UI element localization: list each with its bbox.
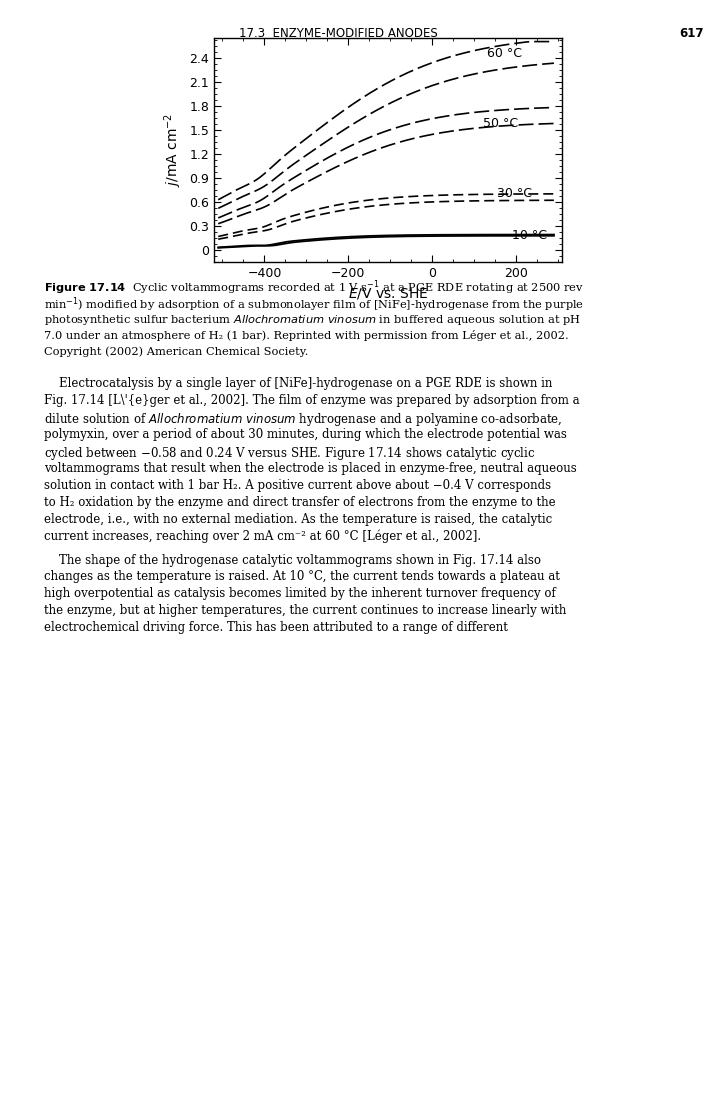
Text: The shape of the hydrogenase catalytic voltammograms shown in Fig. 17.14 also: The shape of the hydrogenase catalytic v…	[44, 553, 540, 566]
Text: voltammograms that result when the electrode is placed in enzyme-free, neutral a: voltammograms that result when the elect…	[44, 461, 576, 474]
Text: 617: 617	[679, 27, 703, 40]
Text: changes as the temperature is raised. At 10 °C, the current tends towards a plat: changes as the temperature is raised. At…	[44, 571, 559, 583]
Text: $\mathbf{Figure\ 17.14}$  Cyclic voltammograms recorded at 1 V s$^{-1}$ at a PGE: $\mathbf{Figure\ 17.14}$ Cyclic voltammo…	[44, 279, 583, 297]
Text: electrochemical driving force. This has been attributed to a range of different: electrochemical driving force. This has …	[44, 621, 507, 634]
Y-axis label: $j$/mA cm$^{-2}$: $j$/mA cm$^{-2}$	[162, 114, 183, 187]
Text: current increases, reaching over 2 mA cm⁻² at 60 °C [Léger et al., 2002].: current increases, reaching over 2 mA cm…	[44, 529, 480, 543]
Text: Electrocatalysis by a single layer of [NiFe]-hydrogenase on a PGE RDE is shown i: Electrocatalysis by a single layer of [N…	[44, 377, 552, 390]
Text: 30 °C: 30 °C	[497, 187, 532, 200]
Text: Fig. 17.14 [L\'{e}ger et al., 2002]. The film of enzyme was prepared by adsorpti: Fig. 17.14 [L\'{e}ger et al., 2002]. The…	[44, 393, 579, 407]
Text: min$^{-1}$) modified by adsorption of a submonolayer film of [NiFe]-hydrogenase : min$^{-1}$) modified by adsorption of a …	[44, 295, 583, 315]
Text: solution in contact with 1 bar H₂. A positive current above about −0.4 V corresp: solution in contact with 1 bar H₂. A pos…	[44, 479, 550, 492]
Text: 50 °C: 50 °C	[482, 117, 518, 130]
Text: photosynthetic sulfur bacterium $\it{Allochromatium\ vinosum}$ in buffered aqueo: photosynthetic sulfur bacterium $\it{All…	[44, 313, 580, 327]
Text: high overpotential as catalysis becomes limited by the inherent turnover frequen: high overpotential as catalysis becomes …	[44, 587, 555, 600]
Text: the enzyme, but at higher temperatures, the current continues to increase linear: the enzyme, but at higher temperatures, …	[44, 604, 566, 616]
Text: 17.3  ENZYME-MODIFIED ANODES: 17.3 ENZYME-MODIFIED ANODES	[239, 27, 438, 40]
Text: cycled between $-$0.58 and 0.24 V versus SHE. Figure 17.14 shows catalytic cycli: cycled between $-$0.58 and 0.24 V versus…	[44, 445, 534, 461]
Text: polymyxin, over a period of about 30 minutes, during which the electrode potenti: polymyxin, over a period of about 30 min…	[44, 427, 566, 440]
Text: dilute solution of $\it{Allochromatium\ vinosum}$ hydrogenase and a polyamine co: dilute solution of $\it{Allochromatium\ …	[44, 411, 562, 427]
Text: electrode, i.e., with no external mediation. As the temperature is raised, the c: electrode, i.e., with no external mediat…	[44, 513, 551, 526]
Text: 60 °C: 60 °C	[486, 47, 521, 60]
X-axis label: $E$/V vs. SHE: $E$/V vs. SHE	[347, 285, 428, 301]
Text: 7.0 under an atmosphere of H₂ (1 bar). Reprinted with permission from Léger et a: 7.0 under an atmosphere of H₂ (1 bar). R…	[44, 329, 568, 341]
Text: to H₂ oxidation by the enzyme and direct transfer of electrons from the enzyme t: to H₂ oxidation by the enzyme and direct…	[44, 495, 555, 508]
Text: 10 °C: 10 °C	[512, 230, 547, 243]
Text: Copyright (2002) American Chemical Society.: Copyright (2002) American Chemical Socie…	[44, 346, 307, 357]
